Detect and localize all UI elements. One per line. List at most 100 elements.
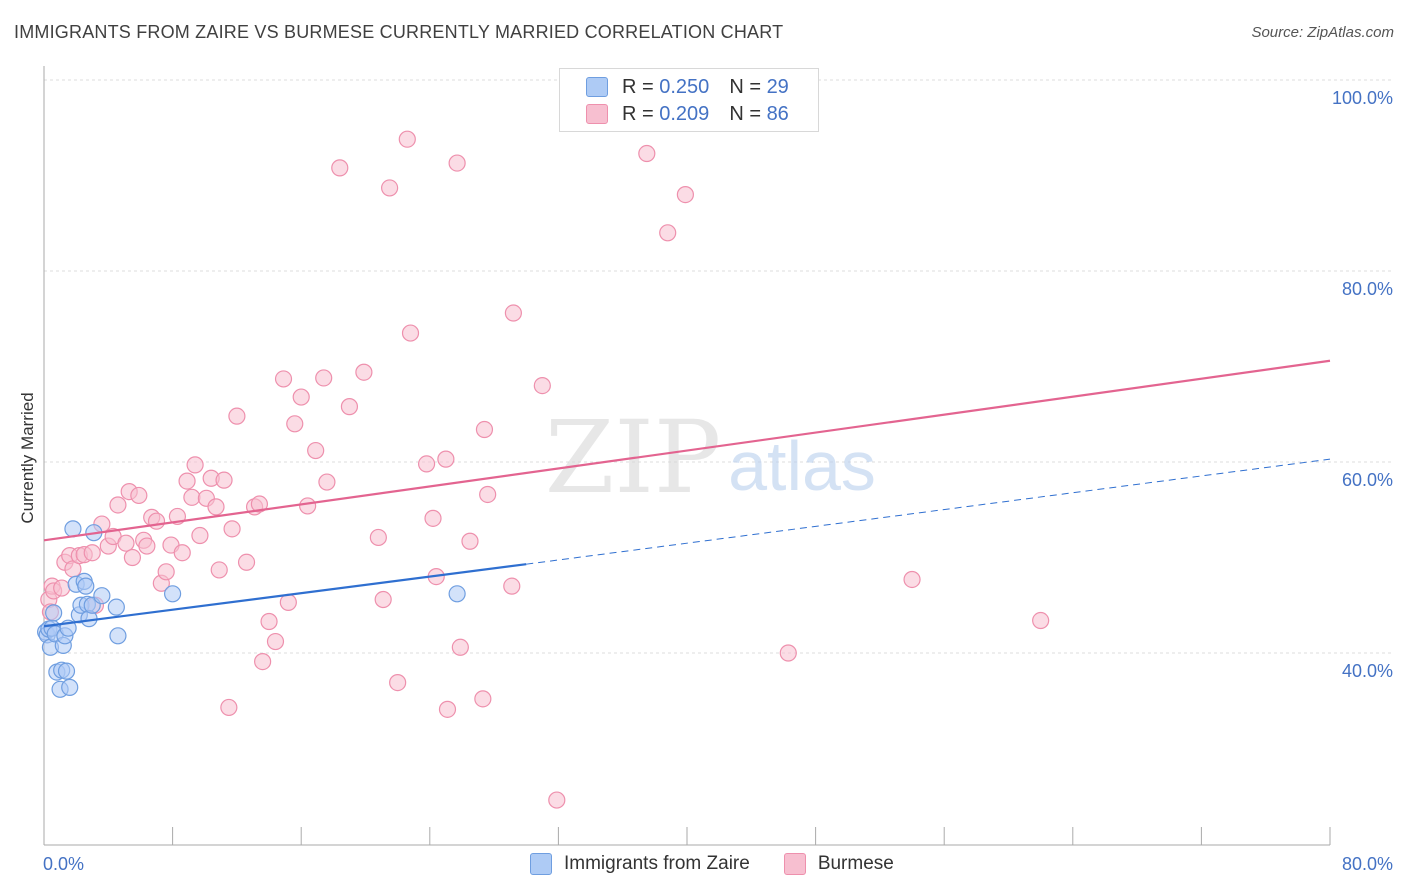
point-burmese: [448, 154, 466, 172]
point-zaire: [57, 662, 76, 680]
point-zaire: [448, 585, 466, 603]
point-burmese: [548, 791, 566, 809]
legend-swatch-zaire: [586, 77, 608, 97]
n-value: 29: [766, 75, 789, 98]
trend-line-zaire-extension: [526, 458, 1331, 565]
y-tick-label: 80.0%: [1342, 279, 1393, 299]
point-burmese: [223, 520, 241, 538]
y-tick-label: 60.0%: [1342, 470, 1393, 490]
point-burmese: [479, 485, 497, 504]
point-zaire: [77, 577, 95, 595]
point-burmese: [451, 638, 469, 656]
point-burmese: [355, 363, 373, 381]
point-burmese: [504, 304, 522, 322]
y-tick-label: 100.0%: [1332, 88, 1393, 108]
r-label: R =: [622, 102, 654, 125]
point-burmese: [369, 528, 387, 547]
point-burmese: [83, 544, 101, 562]
point-burmese: [340, 398, 359, 416]
point-burmese: [437, 450, 455, 468]
point-burmese: [207, 498, 225, 516]
correlation-legend: R = 0.250 N = 29 R = 0.209 N = 86: [559, 68, 819, 132]
legend-swatch-burmese: [586, 104, 608, 124]
point-burmese: [286, 415, 304, 433]
point-burmese: [53, 579, 71, 597]
point-zaire: [164, 585, 182, 603]
point-burmese: [266, 632, 285, 651]
trend-lines: [43, 359, 1331, 628]
point-burmese: [228, 407, 246, 425]
point-burmese: [424, 509, 442, 527]
point-zaire: [109, 627, 127, 645]
x-tick-label: 0.0%: [43, 854, 84, 874]
point-zaire: [45, 604, 63, 622]
point-burmese: [779, 644, 797, 662]
point-burmese: [130, 486, 148, 505]
point-burmese: [381, 179, 399, 197]
chart-title: IMMIGRANTS FROM ZAIRE VS BURMESE CURRENT…: [14, 22, 784, 42]
point-burmese: [1032, 611, 1050, 630]
point-burmese: [173, 544, 191, 562]
point-burmese: [254, 652, 272, 671]
point-burmese: [638, 144, 656, 163]
point-burmese: [123, 548, 142, 567]
grid-lines: [44, 79, 1392, 654]
series-legend: Immigrants from Zaire Burmese: [530, 851, 928, 877]
point-burmese: [186, 456, 204, 474]
point-burmese: [331, 159, 349, 177]
point-burmese: [417, 455, 436, 473]
point-burmese: [318, 473, 336, 491]
point-burmese: [191, 526, 209, 545]
point-burmese: [279, 593, 297, 611]
legend-label-zaire: Immigrants from Zaire: [564, 853, 750, 874]
r-value: 0.209: [659, 102, 710, 125]
legend-swatch-burmese: [783, 853, 806, 875]
point-burmese: [260, 612, 278, 631]
source-label: Source: ZipAtlas.com: [1251, 24, 1394, 41]
legend-row-zaire: R = 0.250 N = 29: [586, 74, 789, 100]
point-burmese: [503, 577, 521, 595]
legend-item-burmese[interactable]: Burmese: [783, 853, 894, 875]
point-burmese: [250, 495, 269, 513]
n-value: 86: [766, 102, 789, 125]
trend-line-zaire: [43, 563, 527, 628]
point-zaire: [61, 678, 79, 696]
point-burmese: [676, 186, 694, 204]
n-label: N =: [729, 102, 761, 125]
point-burmese: [299, 497, 317, 515]
point-burmese: [292, 388, 310, 406]
point-burmese: [475, 420, 494, 439]
trend-line-burmese: [43, 359, 1331, 542]
point-burmese: [374, 590, 392, 609]
point-burmese: [220, 698, 238, 717]
n-label: N =: [729, 75, 761, 98]
legend-item-zaire[interactable]: Immigrants from Zaire: [530, 853, 750, 875]
watermark-atlas: atlas: [728, 427, 876, 505]
point-burmese: [401, 324, 420, 342]
point-burmese: [178, 472, 196, 490]
axes: [43, 66, 1331, 846]
point-burmese: [474, 690, 492, 708]
point-zaire: [93, 587, 111, 605]
point-burmese: [659, 224, 677, 242]
watermark: ZIPatlas: [545, 399, 876, 516]
y-tick-label: 40.0%: [1342, 661, 1393, 681]
point-burmese: [117, 534, 135, 552]
point-burmese: [903, 570, 921, 589]
point-burmese: [307, 441, 325, 460]
data-points: [37, 130, 1050, 809]
legend-row-burmese: R = 0.209 N = 86: [586, 101, 789, 127]
point-burmese: [210, 561, 228, 579]
point-burmese: [237, 553, 256, 571]
point-burmese: [147, 512, 166, 530]
point-burmese: [389, 674, 407, 692]
point-zaire: [107, 598, 125, 616]
point-burmese: [183, 488, 201, 506]
point-burmese: [438, 700, 457, 718]
legend-label-burmese: Burmese: [817, 853, 894, 874]
point-burmese: [215, 471, 233, 489]
point-burmese: [315, 369, 333, 387]
point-burmese: [533, 377, 551, 395]
legend-swatch-zaire: [530, 853, 552, 875]
